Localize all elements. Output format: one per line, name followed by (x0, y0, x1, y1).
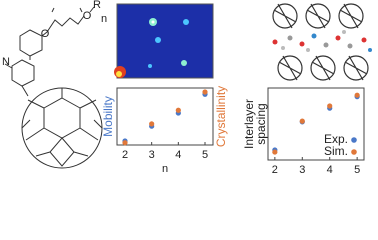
x-tick-label: 4 (175, 149, 181, 161)
atom-label: R (93, 0, 101, 11)
x-axis-label: n (162, 163, 168, 175)
y-axis-label: Mobility (101, 96, 115, 137)
x-tick-label: 3 (149, 149, 155, 161)
figure: O O R n N 2 3 4 5 n Mobility Crystallinity 2 3 4 5… (2, 0, 372, 176)
y-axis-label: spacing (254, 103, 268, 144)
fullerene-face (43, 97, 81, 139)
atom-label: N (2, 56, 10, 68)
ring (11, 59, 35, 87)
plot-frame (267, 87, 365, 161)
legend-label: Sim. (324, 144, 348, 158)
x-tick-label: 2 (122, 149, 128, 161)
legend-marker (351, 137, 357, 143)
bracket (51, 7, 83, 13)
atom-label: O (83, 10, 92, 22)
data-point (202, 89, 208, 95)
atom-label: n (101, 13, 107, 25)
x-tick-label: 2 (272, 164, 278, 176)
legend-marker (351, 149, 357, 155)
legend-label: Exp. (324, 132, 348, 146)
data-point (272, 149, 278, 155)
data-point (122, 140, 128, 146)
atom-label: O (41, 28, 50, 40)
y-axis-label: Interlayer (242, 99, 256, 149)
chain (4, 6, 95, 97)
scattering-image (114, 3, 214, 79)
data-point (327, 103, 333, 109)
fullerene-face (49, 137, 75, 167)
plot-frame (116, 87, 214, 146)
molecule (4, 6, 103, 169)
y-axis-label: Crystallinity (214, 86, 228, 147)
crystal-structure (272, 3, 372, 81)
data-point (175, 107, 181, 113)
ring (19, 29, 43, 57)
data-point (149, 121, 155, 127)
x-tick-label: 5 (354, 164, 360, 176)
x-tick-label: 4 (327, 164, 333, 176)
x-tick-label: 3 (299, 164, 305, 176)
data-point (354, 92, 360, 98)
data-point (299, 118, 305, 124)
fullerene (21, 87, 103, 169)
fullerene-bonds (21, 88, 103, 157)
x-tick-label: 5 (202, 149, 208, 161)
